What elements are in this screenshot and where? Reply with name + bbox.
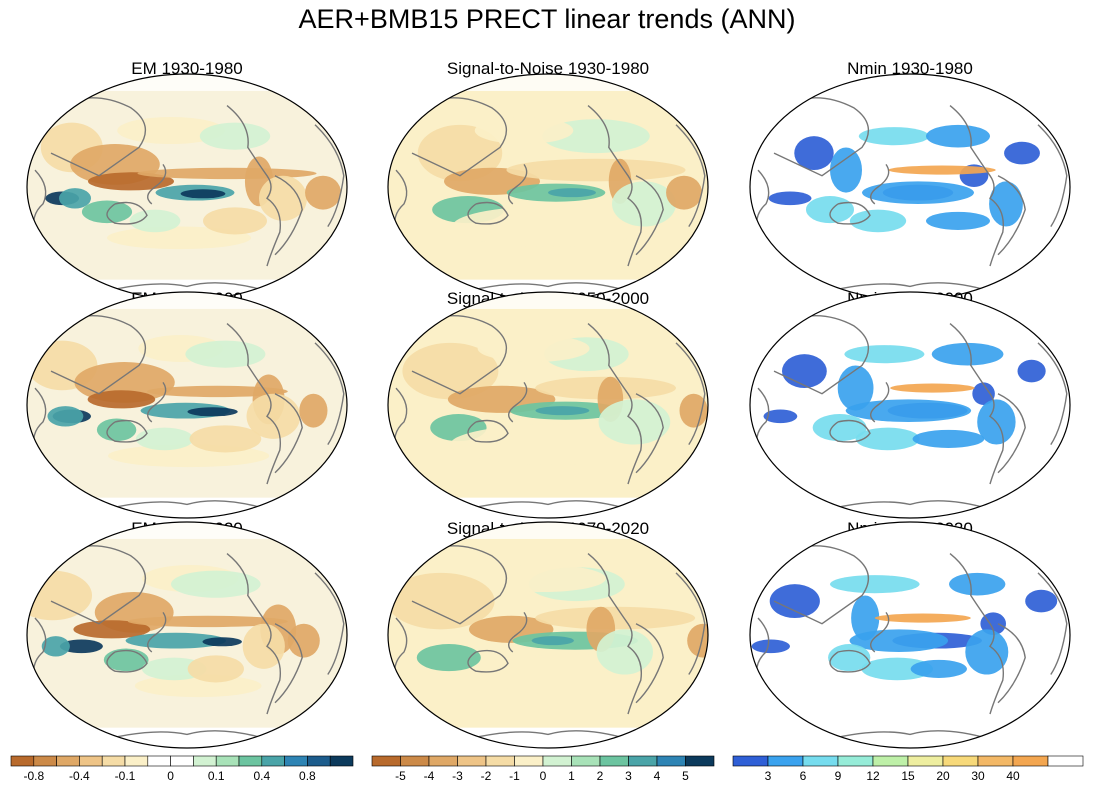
colorbar-swatch <box>124 755 149 767</box>
colorbar-label: 3 <box>765 769 772 783</box>
colorbar-swatch <box>542 755 572 767</box>
colorbar-label: 40 <box>1006 769 1020 783</box>
colorbar-swatch <box>170 755 194 767</box>
colorbar-swatch <box>457 755 487 767</box>
map-panel-snr-1950-2000: Signal-to-Noise 1950-2000 <box>387 289 709 519</box>
colorbar-label: 2 <box>597 769 604 783</box>
colorbar-snr: -5 -4 -3 -2 -1 0 1 2 3 4 5 <box>371 755 715 783</box>
colorbar-nmin: 3 6 9 12 15 20 30 40 <box>732 755 1084 783</box>
colorbar-swatch <box>685 755 715 767</box>
coastlines <box>33 315 345 510</box>
map-border <box>26 521 348 749</box>
colorbar-label: 1 <box>568 769 575 783</box>
colorbar-swatch <box>56 755 80 767</box>
colorbar-label: -4 <box>424 769 435 783</box>
panel-title: EM 1930-1980 <box>131 59 243 78</box>
colorbar-swatch <box>147 755 171 767</box>
colorbar-label: 12 <box>866 769 880 783</box>
colorbar-swatch <box>307 755 331 767</box>
colorbar-swatch <box>872 755 909 767</box>
map-panel-em-1930-1980: EM 1930-1980 <box>26 59 348 301</box>
colorbar-label: -1 <box>509 769 520 783</box>
colorbar-label: -5 <box>395 769 406 783</box>
colorbar-label: 30 <box>971 769 985 783</box>
colorbar-label: -0.4 <box>69 769 90 783</box>
colorbar-label: 9 <box>835 769 842 783</box>
colorbar-swatch <box>656 755 686 767</box>
colorbar-label: -0.1 <box>115 769 136 783</box>
colorbar-swatch <box>907 755 944 767</box>
colorbar-label: -2 <box>481 769 492 783</box>
coastlines <box>33 97 345 292</box>
colorbar-label: 0.4 <box>253 769 270 783</box>
colorbar-label: 15 <box>901 769 915 783</box>
map-border <box>749 291 1071 519</box>
colorbar-swatch <box>802 755 839 767</box>
coastlines <box>394 315 706 510</box>
colorbar-swatch <box>10 755 35 767</box>
map-panel-snr-1970-2020: Signal-to-Noise 1970-2020 <box>387 519 709 749</box>
colorbar-label: 0.1 <box>208 769 225 783</box>
colorbar-swatch <box>628 755 658 767</box>
colorbar-label: 3 <box>625 769 632 783</box>
map-panel-nmin-1970-2020: Nmin 1970-2020 <box>749 519 1071 749</box>
colorbar-label: 0 <box>540 769 547 783</box>
colorbar-swatch <box>428 755 458 767</box>
colorbar-swatch <box>837 755 874 767</box>
map-panel-em-1970-2020: EM 1970-2020 <box>26 519 348 749</box>
colorbar-swatch <box>238 755 263 767</box>
colorbar-swatch <box>371 755 401 767</box>
colorbar-label: 4 <box>654 769 661 783</box>
colorbar-swatch <box>261 755 285 767</box>
colorbar-label: 6 <box>800 769 807 783</box>
colorbar-swatch <box>942 755 979 767</box>
coastlines <box>756 545 1068 740</box>
map-panel-em-1950-2000: EM 1950-2000 <box>26 289 348 519</box>
figure-title: AER+BMB15 PRECT linear trends (ANN) <box>298 4 796 34</box>
panel-title: Signal-to-Noise 1930-1980 <box>447 59 649 78</box>
colorbar-em: -0.8 -0.4 -0.1 0 0.1 0.4 0.8 <box>10 755 354 783</box>
colorbar-swatch <box>732 755 769 767</box>
colorbar-label: 0.8 <box>299 769 316 783</box>
map-border <box>387 291 709 519</box>
colorbar-swatch <box>284 755 308 767</box>
colorbar-swatch <box>599 755 629 767</box>
colorbar-swatch <box>1047 755 1084 767</box>
colorbar-swatch <box>79 755 103 767</box>
colorbar-swatch <box>1012 755 1049 767</box>
colorbar-swatch <box>571 755 601 767</box>
panel-title: Nmin 1930-1980 <box>847 59 973 78</box>
colorbar-swatch <box>329 755 354 767</box>
colorbar-swatch <box>193 755 217 767</box>
map-panel-snr-1930-1980: Signal-to-Noise 1930-1980 <box>387 59 709 301</box>
colorbar-swatch <box>767 755 804 767</box>
colorbar-swatch <box>215 755 240 767</box>
colorbar-label: 0 <box>167 769 174 783</box>
map-border <box>387 521 709 749</box>
map-border <box>26 291 348 519</box>
colorbar-swatch <box>485 755 515 767</box>
colorbar-swatch <box>33 755 57 767</box>
colorbar-label: 20 <box>936 769 950 783</box>
colorbar-label: -0.8 <box>23 769 44 783</box>
colorbar-label: -3 <box>452 769 463 783</box>
colorbar-label: 5 <box>682 769 689 783</box>
colorbar-swatch <box>977 755 1014 767</box>
map-panel-nmin-1930-1980: Nmin 1930-1980 <box>749 59 1071 301</box>
coastlines <box>756 315 1068 510</box>
colorbar-swatch <box>514 755 544 767</box>
colorbar-swatch <box>101 755 126 767</box>
map-panel-nmin-1950-2000: Nmin 1950-2000 <box>749 289 1071 519</box>
colorbar-swatch <box>400 755 430 767</box>
map-border <box>749 521 1071 749</box>
